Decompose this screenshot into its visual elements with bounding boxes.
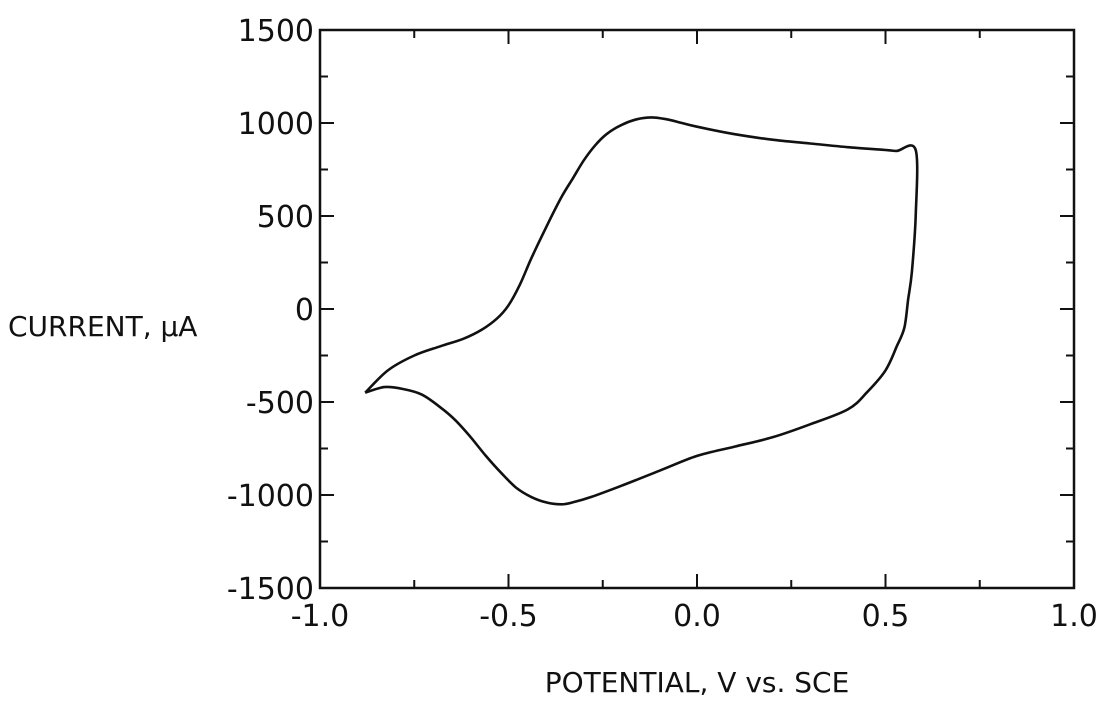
y-tick-label: 1500	[238, 14, 314, 49]
tick-labels: -1.0 -0.5 0.0 0.5 1.0 -1500 -1000 -500 0 500 1000 1…	[227, 14, 1098, 634]
plot-frame	[318, 28, 1076, 590]
y-tick-label: -1500	[227, 572, 314, 607]
x-tick-label: 0.5	[862, 599, 910, 634]
y-tick-label: 500	[257, 200, 314, 235]
x-tick-label: 0.0	[673, 599, 721, 634]
x-tick-label: -1.0	[291, 599, 350, 634]
voltammogram-curve	[364, 116, 919, 506]
y-tick-label: -500	[246, 386, 314, 421]
y-tick-label: 0	[295, 293, 314, 328]
x-axis-label: POTENTIAL, V vs. SCE	[545, 666, 850, 699]
x-tick-label: 1.0	[1050, 599, 1098, 634]
y-axis-label: CURRENT, µA	[8, 310, 197, 343]
y-tick-label: -1000	[227, 479, 314, 514]
x-tick-label: -0.5	[479, 599, 538, 634]
axis-ticks	[319, 29, 1075, 589]
y-tick-label: 1000	[238, 107, 314, 142]
